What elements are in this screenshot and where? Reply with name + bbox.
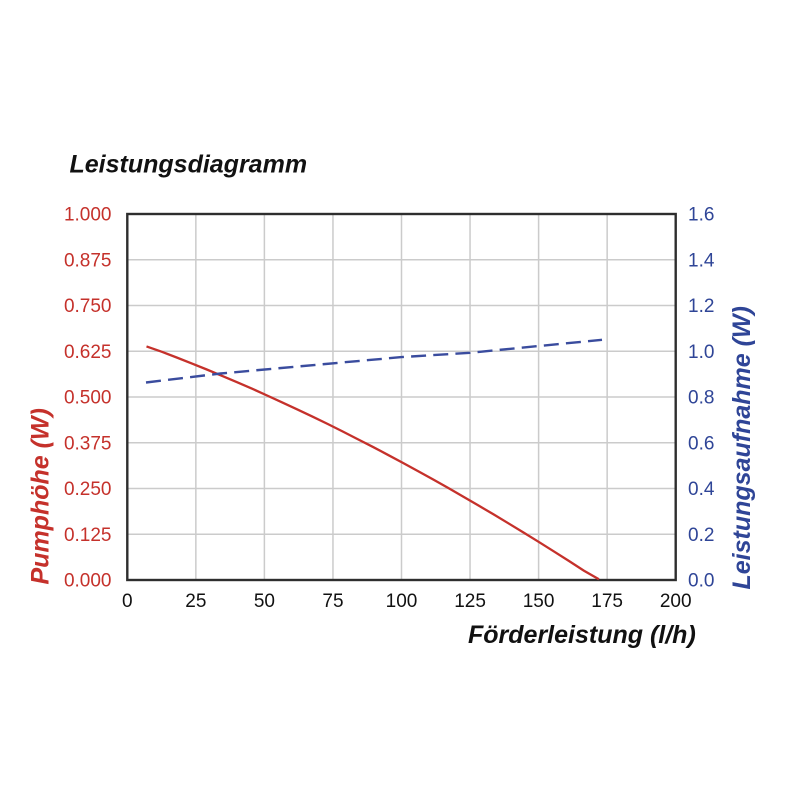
svg-text:0: 0 — [122, 591, 133, 612]
svg-text:125: 125 — [454, 591, 486, 612]
svg-text:0.375: 0.375 — [64, 433, 112, 454]
svg-text:0.500: 0.500 — [64, 388, 112, 409]
svg-text:1.2: 1.2 — [688, 296, 714, 317]
svg-text:175: 175 — [591, 591, 623, 612]
svg-text:0.750: 0.750 — [64, 296, 112, 317]
svg-text:0.625: 0.625 — [64, 342, 112, 363]
svg-text:Förderleistung (l/h): Förderleistung (l/h) — [468, 621, 696, 649]
svg-text:150: 150 — [523, 591, 555, 612]
svg-text:1.000: 1.000 — [64, 205, 112, 226]
svg-text:1.4: 1.4 — [688, 250, 715, 271]
svg-text:0.6: 0.6 — [688, 433, 714, 454]
svg-text:1.0: 1.0 — [688, 342, 714, 363]
svg-text:0.125: 0.125 — [64, 525, 112, 546]
svg-text:Pumphöhe (W): Pumphöhe (W) — [27, 408, 55, 584]
svg-text:75: 75 — [322, 591, 343, 612]
svg-text:0.8: 0.8 — [688, 388, 714, 409]
svg-text:100: 100 — [386, 591, 418, 612]
svg-text:0.0: 0.0 — [688, 571, 714, 592]
svg-text:0.000: 0.000 — [64, 571, 112, 592]
svg-text:Leistungsdiagramm: Leistungsdiagramm — [70, 151, 308, 179]
svg-text:25: 25 — [185, 591, 206, 612]
svg-text:50: 50 — [254, 591, 275, 612]
svg-text:Leistungsaufnahme (W): Leistungsaufnahme (W) — [728, 306, 756, 589]
svg-text:0.250: 0.250 — [64, 479, 112, 500]
svg-text:0.2: 0.2 — [688, 525, 714, 546]
svg-text:1.6: 1.6 — [688, 205, 714, 226]
svg-text:0.875: 0.875 — [64, 250, 112, 271]
svg-text:200: 200 — [660, 591, 692, 612]
svg-text:0.4: 0.4 — [688, 479, 715, 500]
